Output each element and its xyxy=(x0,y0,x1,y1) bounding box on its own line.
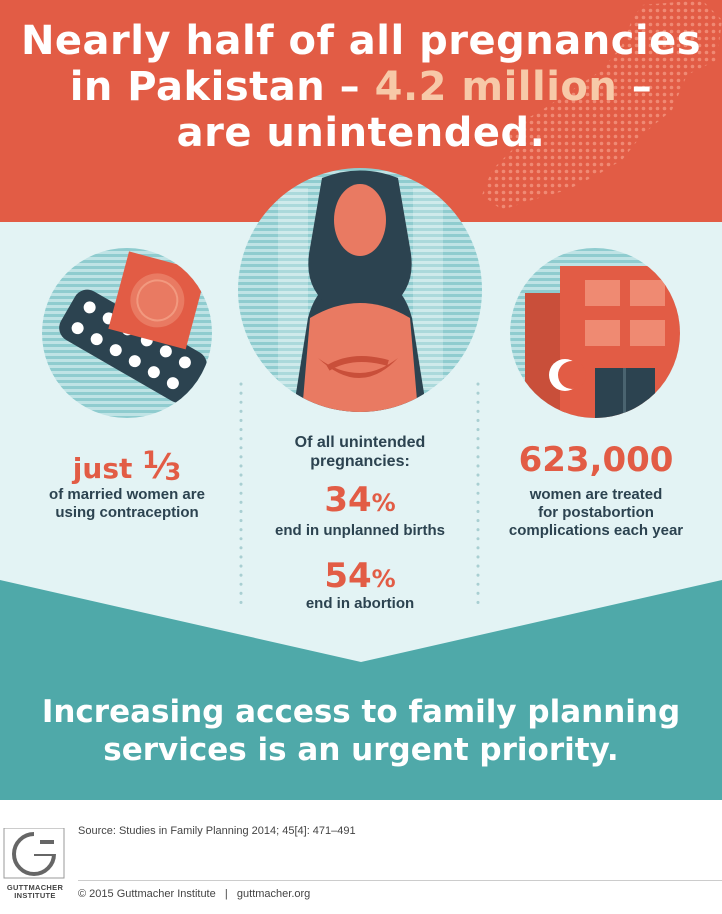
unintended-intro-line-1: Of all unintended xyxy=(294,434,426,451)
call-to-action-line-2: services is an urgent priority. xyxy=(103,732,619,768)
contraception-circle xyxy=(42,248,212,418)
source-citation: Source: Studies in Family Planning 2014;… xyxy=(78,825,356,837)
divider-right xyxy=(476,382,480,612)
unintended-intro: Of all unintended pregnancies: xyxy=(260,433,460,471)
contraception-fraction: 1⁄3 xyxy=(142,446,182,487)
copyright-text: © 2015 Guttmacher Institute | guttmacher… xyxy=(78,888,311,900)
hospital-circle xyxy=(510,248,680,418)
headline-highlight: 4.2 million xyxy=(374,64,618,110)
postabortion-label-line-2: for postabortion xyxy=(538,504,654,521)
fraction-numerator: 1 xyxy=(142,446,159,474)
headline-line-1: Nearly half of all pregnancies xyxy=(20,18,702,64)
fraction-denominator: 3 xyxy=(164,458,182,486)
unplanned-births-value: 34% xyxy=(260,480,460,523)
unplanned-births-number: 34 xyxy=(324,480,372,520)
postabortion-stat-value: 623,000 xyxy=(518,440,674,480)
logo-wordmark-line-1: GUTTMACHER xyxy=(6,883,64,892)
woman-circle xyxy=(238,168,482,412)
headline-line-2: in Pakistan – 4.2 million – xyxy=(0,64,722,110)
abortion-value: 54% xyxy=(260,556,460,599)
contraception-stat-prefix: just xyxy=(72,452,143,485)
abortion-unit: % xyxy=(371,565,396,593)
headline-line-3: are unintended. xyxy=(176,110,546,156)
divider-left xyxy=(239,382,243,612)
pakistan-map-icon xyxy=(482,0,722,210)
abortion-number: 54 xyxy=(324,556,372,596)
footer-divider xyxy=(78,880,722,881)
postabortion-stat-label: women are treated for postabortion compl… xyxy=(486,486,706,540)
call-to-action-line-1: Increasing access to family planning xyxy=(41,694,681,730)
logo-wordmark-line-2: INSTITUTE xyxy=(14,891,56,900)
page-headline: Nearly half of all pregnancies in Pakist… xyxy=(0,18,722,156)
contraception-label-line-2: using contraception xyxy=(55,504,199,521)
header-band: Nearly half of all pregnancies in Pakist… xyxy=(0,0,722,222)
postabortion-label-line-1: women are treated xyxy=(529,486,663,503)
contraception-label-line-1: of married women are xyxy=(49,486,205,503)
contraception-stat-value: just 1⁄3 xyxy=(42,440,212,492)
postabortion-label-line-3: complications each year xyxy=(508,522,684,539)
woman-pregnant-icon xyxy=(238,168,482,412)
unplanned-births-unit: % xyxy=(371,489,396,517)
logo-wordmark: GUTTMACHER INSTITUTE xyxy=(0,884,70,900)
unplanned-births-label: end in unplanned births xyxy=(275,522,445,539)
hospital-icon xyxy=(510,248,680,418)
contraceptive-pill-icon xyxy=(42,248,212,418)
abortion-label: end in abortion xyxy=(305,595,415,612)
headline-line-2-pre: in Pakistan – xyxy=(69,64,375,110)
headline-line-2-post: – xyxy=(617,64,653,110)
contraception-stat-label: of married women are using contraception xyxy=(32,486,222,522)
unintended-intro-line-2: pregnancies: xyxy=(310,453,410,470)
guttmacher-logo-icon xyxy=(3,828,65,879)
call-to-action: Increasing access to family planning ser… xyxy=(0,693,722,769)
